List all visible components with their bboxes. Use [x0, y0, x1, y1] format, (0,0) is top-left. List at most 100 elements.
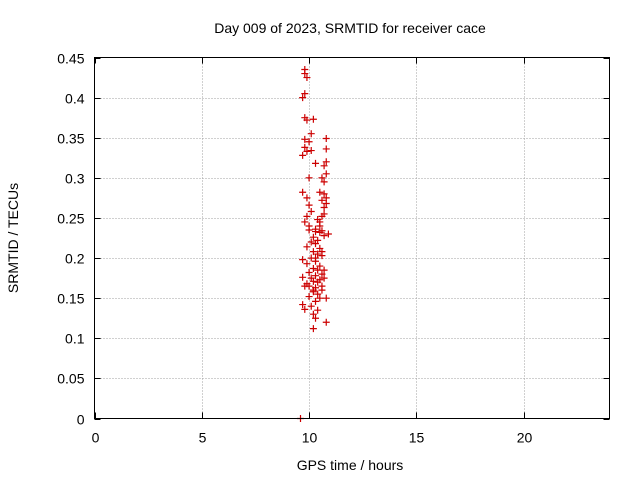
data-point [318, 227, 326, 235]
data-point [307, 302, 315, 310]
data-point [314, 306, 322, 314]
data-point [307, 238, 315, 246]
data-point [301, 143, 309, 151]
data-point [322, 294, 330, 302]
data-point [303, 243, 311, 251]
x-tick-label: 5 [199, 430, 207, 446]
data-point [301, 305, 309, 313]
data-point [314, 278, 322, 286]
data-point [324, 230, 332, 238]
data-point [303, 194, 311, 202]
data-point [303, 212, 311, 220]
x-tick-label: 20 [517, 430, 533, 446]
data-point [299, 301, 307, 309]
data-point [309, 286, 317, 294]
data-point [312, 297, 320, 305]
data-point [309, 325, 317, 333]
data-point [316, 262, 324, 270]
data-point [322, 158, 330, 166]
y-tick-label: 0.45 [57, 51, 84, 67]
data-point [314, 266, 322, 274]
data-point [305, 222, 313, 230]
data-point [320, 266, 328, 274]
axis-ticks: 0 5 10 15 20 0 0.05 0.1 0.15 0.2 0.25 0.3 0.35 0.4 0.4… [57, 51, 610, 446]
data-point [320, 274, 328, 282]
y-tick-label: 0.25 [57, 211, 84, 227]
data-point [320, 190, 328, 198]
data-point [312, 254, 320, 262]
chart-title: Day 009 of 2023, SRMTID for receiver cac… [214, 20, 486, 36]
data-point [299, 94, 307, 102]
data-point [305, 201, 313, 209]
data-point [322, 145, 330, 153]
data-point [312, 272, 320, 280]
data-point [299, 273, 307, 281]
data-point [316, 294, 324, 302]
data-point [312, 159, 320, 167]
data-point [303, 260, 311, 268]
y-axis-label: SRMTID / TECUs [5, 183, 21, 293]
data-point [316, 218, 324, 226]
y-tick-label: 0 [77, 412, 85, 428]
data-point [320, 178, 328, 186]
data-point [309, 115, 317, 123]
data-point [314, 250, 322, 258]
data-point [318, 270, 326, 278]
plot-area-border [94, 57, 610, 419]
data-point [299, 151, 307, 159]
data-point [320, 232, 328, 240]
y-tick-label: 0.15 [57, 291, 84, 307]
data-point [309, 264, 317, 272]
x-axis-label: GPS time / hours [297, 457, 404, 473]
data-point [322, 194, 330, 202]
data-point [305, 293, 313, 301]
data-point [309, 277, 317, 285]
y-tick-label: 0.1 [65, 331, 85, 347]
data-point [318, 174, 326, 182]
data-point [320, 204, 328, 212]
data-points [297, 66, 332, 422]
data-point [307, 147, 315, 155]
data-point [316, 188, 324, 196]
data-point [303, 116, 311, 124]
data-point [312, 314, 320, 322]
data-point [309, 233, 317, 241]
data-point [318, 196, 326, 204]
data-point [301, 218, 309, 226]
data-point [322, 135, 330, 143]
data-point [309, 248, 317, 256]
x-tick-label: 0 [92, 430, 100, 446]
y-tick-label: 0.05 [57, 371, 84, 387]
data-point [301, 135, 309, 143]
data-point [318, 282, 326, 290]
data-point [299, 256, 307, 264]
data-point [309, 310, 317, 318]
y-tick-label: 0.2 [65, 251, 85, 267]
data-point [312, 228, 320, 236]
data-point [322, 170, 330, 178]
data-point [314, 290, 322, 298]
y-tick-label: 0.35 [57, 131, 84, 147]
data-point [301, 90, 309, 98]
data-point [301, 282, 309, 290]
grid-lines [94, 57, 610, 419]
data-point [320, 210, 328, 218]
data-point [320, 162, 328, 170]
data-point [303, 147, 311, 155]
data-point [299, 188, 307, 196]
data-point [318, 248, 326, 256]
data-point [301, 70, 309, 78]
y-tick-label: 0.3 [65, 171, 85, 187]
data-point [305, 268, 313, 276]
x-tick-label: 10 [302, 430, 318, 446]
data-point [305, 138, 313, 146]
data-point [307, 208, 315, 216]
data-point [303, 74, 311, 82]
data-point [307, 130, 315, 138]
data-point [312, 240, 320, 248]
y-tick-label: 0.4 [65, 91, 85, 107]
data-point [322, 318, 330, 326]
x-tick-label: 15 [409, 430, 425, 446]
data-point [305, 174, 313, 182]
